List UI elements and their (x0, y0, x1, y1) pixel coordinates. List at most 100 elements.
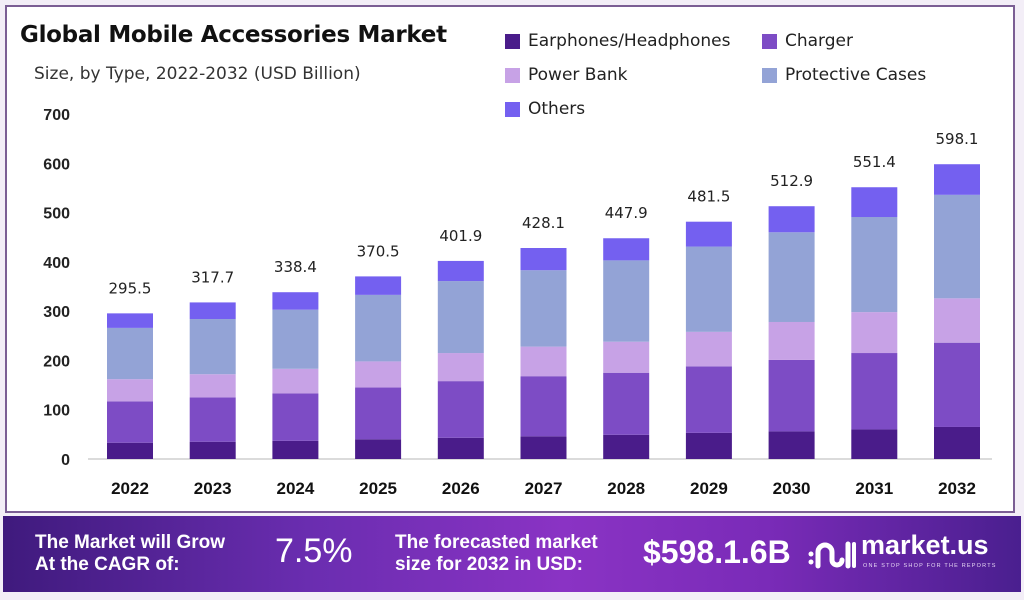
chart-title: Global Mobile Accessories Market (20, 22, 447, 48)
bar-total-label: 428.1 (522, 214, 565, 232)
bar-segment-earphones-headphones (189, 441, 236, 459)
y-tick-label: 400 (43, 255, 70, 272)
x-tick-label: 2031 (855, 479, 893, 498)
bar-segment-earphones-headphones (520, 436, 567, 459)
bar-total-label: 481.5 (687, 188, 730, 206)
brand-name: market.us (861, 530, 989, 560)
y-tick-label: 700 (43, 107, 70, 124)
bar-segment-charger (107, 401, 153, 443)
bar-segment-protective-cases (520, 270, 567, 347)
bar-segment-charger (934, 342, 980, 427)
bar-segment-charger (189, 397, 236, 442)
y-tick-label: 0 (61, 452, 70, 469)
legend-swatch-charger (762, 33, 777, 49)
y-tick-label: 200 (43, 353, 70, 370)
bar-total-label: 295.5 (109, 279, 152, 297)
legend-item-others: Others (505, 99, 585, 119)
forecast-value: $598.1.6B (643, 534, 791, 570)
bar-segment-others (934, 164, 980, 195)
x-tick-label: 2024 (276, 479, 314, 498)
y-tick-label: 300 (43, 304, 70, 321)
legend-swatch-others (505, 101, 520, 117)
legend-label-others: Others (528, 99, 586, 119)
bar-segment-protective-cases (355, 294, 402, 362)
bar-segment-others (685, 221, 732, 247)
bar-total-label: 338.4 (274, 258, 317, 276)
bar-segment-protective-cases (603, 260, 650, 342)
bar-segment-earphones-headphones (685, 432, 732, 459)
bar-total-label: 551.4 (853, 153, 896, 171)
forecast-caption-line2: size for 2032 in USD: (395, 553, 583, 575)
bar-segment-others (437, 260, 484, 282)
bar-segment-power-bank (520, 346, 567, 377)
bar-segment-earphones-headphones (603, 434, 650, 459)
legend-swatch-earphones (505, 33, 520, 49)
bar-segment-others (107, 313, 153, 328)
bar-segment-charger (437, 381, 484, 438)
x-tick-label: 2032 (938, 479, 976, 498)
y-tick-label: 100 (43, 403, 70, 420)
bar-segment-earphones-headphones (272, 440, 319, 459)
chart-frame (5, 5, 1015, 513)
bar-segment-charger (685, 366, 732, 433)
bar-segment-protective-cases (934, 194, 980, 299)
chart-subtitle: Size, by Type, 2022-2032 (USD Billion) (34, 64, 361, 84)
bar-segment-earphones-headphones (107, 442, 153, 459)
cagr-caption-line2: At the CAGR of: (35, 553, 180, 575)
bar-segment-protective-cases (768, 232, 815, 322)
bar-segment-others (272, 292, 319, 310)
bar-segment-power-bank (685, 331, 732, 367)
bar-segment-protective-cases (685, 246, 732, 332)
legend-item-earphones: Earphones/Headphones (505, 31, 730, 51)
bar-segment-protective-cases (851, 217, 898, 313)
y-tick-label: 600 (43, 156, 70, 173)
bar-segment-protective-cases (107, 327, 153, 380)
legend-item-protective-cases: Protective Cases (762, 65, 926, 85)
bar-segment-others (520, 248, 567, 271)
x-tick-label: 2026 (442, 479, 480, 498)
bar-segment-others (768, 206, 815, 233)
bar-segment-power-bank (355, 361, 402, 388)
stacked-bar-chart: 0 100 200 300 400 500 600 700 295.5 2022 317.7 2023… (43, 107, 992, 498)
legend-label-power-bank: Power Bank (528, 65, 628, 85)
bar-total-label: 317.7 (191, 268, 234, 286)
bar-segment-charger (603, 372, 650, 435)
bar-segment-power-bank (768, 321, 815, 360)
cagr-caption-line1: The Market will Grow (35, 532, 226, 553)
market-us-logo-icon (808, 541, 856, 569)
bar-segment-power-bank (437, 353, 484, 382)
legend-swatch-protective-cases (762, 67, 777, 83)
bar-total-label: 370.5 (357, 242, 400, 260)
brand-tagline: ONE STOP SHOP FOR THE REPORTS (863, 563, 997, 569)
cagr-value: 7.5% (275, 532, 353, 570)
bar-total-label: 401.9 (439, 227, 482, 245)
y-tick-label: 500 (43, 206, 70, 223)
bar-segment-charger (272, 393, 319, 441)
bar-segment-power-bank (189, 374, 236, 398)
legend-swatch-power-bank (505, 67, 520, 83)
bar-segment-others (603, 238, 650, 261)
legend-label-charger: Charger (785, 31, 853, 51)
legend-item-charger: Charger (762, 31, 853, 51)
forecast-caption-line1: The forecasted market (395, 532, 598, 553)
bar-segment-protective-cases (189, 319, 236, 375)
bar-segment-charger (520, 376, 567, 437)
bar-segment-power-bank (603, 341, 650, 373)
bar-segment-others (355, 276, 402, 295)
bar-segment-earphones-headphones (437, 437, 484, 459)
x-tick-label: 2029 (690, 479, 728, 498)
bar-segment-power-bank (107, 379, 153, 402)
legend-label-protective-cases: Protective Cases (785, 65, 927, 85)
x-tick-label: 2030 (773, 479, 811, 498)
bar-segment-power-bank (272, 368, 319, 394)
bar-segment-earphones-headphones (934, 426, 980, 459)
bar-segment-power-bank (851, 312, 898, 354)
legend-label-earphones: Earphones/Headphones (528, 31, 731, 51)
x-tick-label: 2025 (359, 479, 397, 498)
legend-item-power-bank: Power Bank (505, 65, 628, 85)
x-tick-label: 2023 (194, 479, 232, 498)
bar-segment-others (851, 187, 898, 218)
bar-segment-protective-cases (437, 281, 484, 354)
bar-segment-charger (851, 353, 898, 430)
bar-segment-protective-cases (272, 309, 319, 369)
